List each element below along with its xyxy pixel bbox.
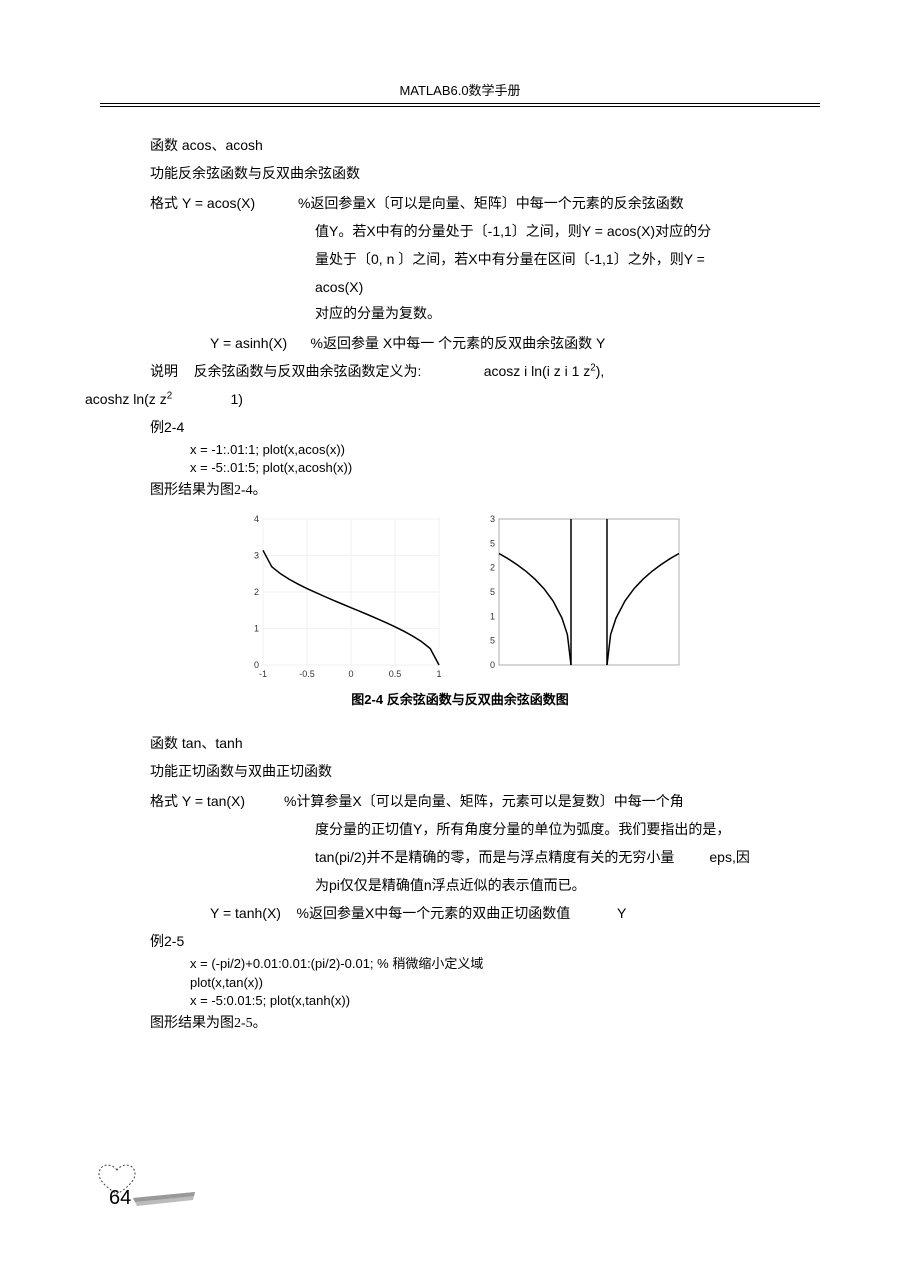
formula-line-2: acoshz ln(z z2 1) bbox=[85, 385, 770, 413]
page-content: 函数 acos、acosh 功能反余弦函数与反双曲余弦函数 格式 Y = aco… bbox=[150, 131, 770, 1038]
note-line: 说明 反余弦函数与反双曲余弦函数定义为: acosz i ln(i z i 1 … bbox=[150, 357, 770, 385]
svg-text:5: 5 bbox=[490, 587, 495, 597]
svg-text:2: 2 bbox=[490, 563, 495, 573]
format-line-1b: 值Y。若X中有的分量处于〔-1,1〕之间，则Y = acos(X)对应的分 bbox=[150, 217, 770, 245]
fig24-right-chart: 0 5 1 5 2 5 3 bbox=[475, 513, 685, 683]
code2-line-2: plot(x,tan(x)) bbox=[190, 974, 770, 992]
svg-text:1: 1 bbox=[436, 669, 441, 679]
svg-text:2: 2 bbox=[254, 587, 259, 597]
fn-heading: 函数 acos、acosh bbox=[150, 131, 770, 161]
format-line-1: 格式 Y = acos(X) %返回参量X〔可以是向量、矩阵〕中每一个元素的反余… bbox=[150, 189, 770, 217]
fn-heading-2: 函数 tan、tanh bbox=[150, 729, 770, 759]
code-line-1: x = -1:.01:1; plot(x,acos(x)) bbox=[190, 441, 770, 459]
svg-text:5: 5 bbox=[490, 636, 495, 646]
fig24-left-chart: -1 -0.5 0 0.5 1 0 1 2 3 4 bbox=[235, 513, 445, 683]
fn-desc-2: 功能正切函数与双曲正切函数 bbox=[150, 759, 770, 787]
format2-line-2: Y = tanh(X) %返回参量X中每一个元素的双曲正切函数值 Y bbox=[150, 899, 770, 927]
svg-text:4: 4 bbox=[254, 514, 259, 524]
code2-line-1: x = (-pi/2)+0.01:0.01:(pi/2)-0.01; % 稍微缩… bbox=[190, 955, 770, 973]
svg-text:1: 1 bbox=[254, 624, 259, 634]
example-label-2: 例2-5 bbox=[150, 927, 770, 955]
example-label: 例2-4 bbox=[150, 413, 770, 441]
svg-text:5: 5 bbox=[490, 539, 495, 549]
result-line-2: 图形结果为图2-5。 bbox=[150, 1010, 770, 1038]
format2-line-1: 格式 Y = tan(X) %计算参量X〔可以是向量、矩阵，元素可以是复数〕中每… bbox=[150, 787, 770, 815]
result-line: 图形结果为图2-4。 bbox=[150, 477, 770, 505]
svg-text:0: 0 bbox=[348, 669, 353, 679]
svg-text:0: 0 bbox=[254, 660, 259, 670]
figure-2-4: -1 -0.5 0 0.5 1 0 1 2 3 4 0 5 1 5 2 5 3 bbox=[150, 513, 770, 683]
format2-line-1d: 为pi仅仅是精确值n浮点近似的表示值而已。 bbox=[150, 871, 770, 899]
format-line-1d: acos(X) bbox=[150, 273, 770, 301]
page-header: MATLAB6.0数学手册 bbox=[0, 0, 920, 103]
format2-line-1c: tan(pi/2)并不是精确的零，而是与浮点精度有关的无穷小量 eps,因 bbox=[150, 843, 770, 871]
svg-text:0.5: 0.5 bbox=[389, 669, 402, 679]
swoosh-icon bbox=[133, 1192, 195, 1206]
header-rule-1 bbox=[100, 103, 820, 104]
fn-desc: 功能反余弦函数与反双曲余弦函数 bbox=[150, 161, 770, 189]
svg-text:-1: -1 bbox=[259, 669, 267, 679]
page-number: 64 bbox=[109, 1187, 131, 1209]
svg-text:3: 3 bbox=[490, 514, 495, 524]
header-rule-2 bbox=[100, 106, 820, 107]
format-line-1c: 量处于〔0, n 〕之间，若X中有分量在区间〔-1,1〕之外，则Y = bbox=[150, 245, 770, 273]
format-line-2: Y = asinh(X) %返回参量 X中每一 个元素的反双曲余弦函数 Y bbox=[150, 329, 770, 357]
svg-text:1: 1 bbox=[490, 612, 495, 622]
figure-caption: 图2-4 反余弦函数与反双曲余弦函数图 bbox=[150, 687, 770, 713]
heart-icon: 64 bbox=[85, 1154, 205, 1214]
svg-text:-0.5: -0.5 bbox=[299, 669, 315, 679]
page-footer: 64 bbox=[85, 1154, 205, 1214]
format2-line-1b: 度分量的正切值Y，所有角度分量的单位为弧度。我们要指出的是， bbox=[150, 815, 770, 843]
svg-text:0: 0 bbox=[490, 660, 495, 670]
code2-line-3: x = -5:0.01:5; plot(x,tanh(x)) bbox=[190, 992, 770, 1010]
format-line-1e: 对应的分量为复数。 bbox=[150, 301, 770, 329]
svg-text:3: 3 bbox=[254, 551, 259, 561]
code-line-2: x = -5:.01:5; plot(x,acosh(x)) bbox=[190, 459, 770, 477]
